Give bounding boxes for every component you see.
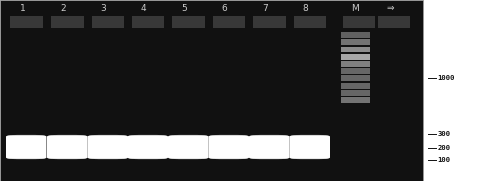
- Bar: [378, 16, 410, 28]
- Text: 7: 7: [262, 4, 268, 13]
- Bar: [341, 54, 370, 60]
- FancyBboxPatch shape: [250, 135, 288, 159]
- Text: 300: 300: [438, 131, 450, 137]
- Bar: [341, 75, 370, 81]
- FancyBboxPatch shape: [212, 135, 246, 159]
- FancyBboxPatch shape: [218, 135, 240, 159]
- Bar: [0, 0, 422, 181]
- FancyBboxPatch shape: [90, 135, 125, 159]
- FancyBboxPatch shape: [171, 135, 205, 159]
- Text: 200: 200: [438, 144, 450, 151]
- FancyBboxPatch shape: [296, 135, 324, 159]
- Bar: [294, 16, 326, 28]
- Text: 1: 1: [20, 4, 26, 13]
- Bar: [92, 16, 124, 28]
- FancyBboxPatch shape: [47, 136, 88, 159]
- Bar: [341, 61, 370, 67]
- FancyBboxPatch shape: [174, 135, 203, 159]
- FancyBboxPatch shape: [53, 135, 82, 159]
- Text: 4: 4: [140, 4, 146, 13]
- Bar: [253, 16, 286, 28]
- FancyBboxPatch shape: [7, 135, 46, 159]
- Bar: [341, 39, 370, 45]
- FancyBboxPatch shape: [94, 135, 122, 159]
- FancyBboxPatch shape: [255, 135, 284, 159]
- Text: M: M: [351, 4, 359, 13]
- Bar: [342, 16, 375, 28]
- FancyBboxPatch shape: [292, 135, 327, 159]
- Text: ⇒: ⇒: [386, 4, 394, 13]
- FancyBboxPatch shape: [128, 135, 167, 159]
- Bar: [341, 68, 370, 74]
- FancyBboxPatch shape: [56, 135, 78, 159]
- FancyBboxPatch shape: [290, 136, 330, 159]
- FancyBboxPatch shape: [12, 135, 40, 159]
- Text: 6: 6: [222, 4, 228, 13]
- FancyBboxPatch shape: [88, 135, 127, 159]
- Bar: [212, 16, 245, 28]
- FancyBboxPatch shape: [134, 135, 162, 159]
- Bar: [172, 16, 204, 28]
- FancyBboxPatch shape: [96, 135, 119, 159]
- FancyBboxPatch shape: [9, 135, 43, 159]
- Bar: [341, 83, 370, 89]
- Bar: [341, 97, 370, 103]
- Text: 1000: 1000: [438, 75, 455, 81]
- Bar: [341, 90, 370, 96]
- Bar: [51, 16, 84, 28]
- Bar: [10, 16, 42, 28]
- FancyBboxPatch shape: [48, 135, 86, 159]
- Text: 100: 100: [438, 157, 450, 163]
- FancyBboxPatch shape: [214, 135, 243, 159]
- FancyBboxPatch shape: [210, 135, 248, 159]
- FancyBboxPatch shape: [128, 136, 168, 159]
- FancyBboxPatch shape: [249, 136, 290, 159]
- FancyBboxPatch shape: [177, 135, 200, 159]
- Bar: [341, 32, 370, 38]
- FancyBboxPatch shape: [298, 135, 321, 159]
- FancyBboxPatch shape: [88, 136, 128, 159]
- FancyBboxPatch shape: [168, 136, 208, 159]
- FancyBboxPatch shape: [169, 135, 207, 159]
- Text: 3: 3: [100, 4, 106, 13]
- FancyBboxPatch shape: [136, 135, 159, 159]
- FancyBboxPatch shape: [130, 135, 165, 159]
- FancyBboxPatch shape: [258, 135, 280, 159]
- Bar: [341, 47, 370, 52]
- FancyBboxPatch shape: [15, 135, 38, 159]
- Bar: [132, 16, 164, 28]
- FancyBboxPatch shape: [252, 135, 286, 159]
- Text: 2: 2: [60, 4, 66, 13]
- Text: 5: 5: [181, 4, 187, 13]
- FancyBboxPatch shape: [6, 136, 46, 159]
- FancyBboxPatch shape: [208, 136, 249, 159]
- Text: 8: 8: [302, 4, 308, 13]
- FancyBboxPatch shape: [290, 135, 329, 159]
- FancyBboxPatch shape: [50, 135, 84, 159]
